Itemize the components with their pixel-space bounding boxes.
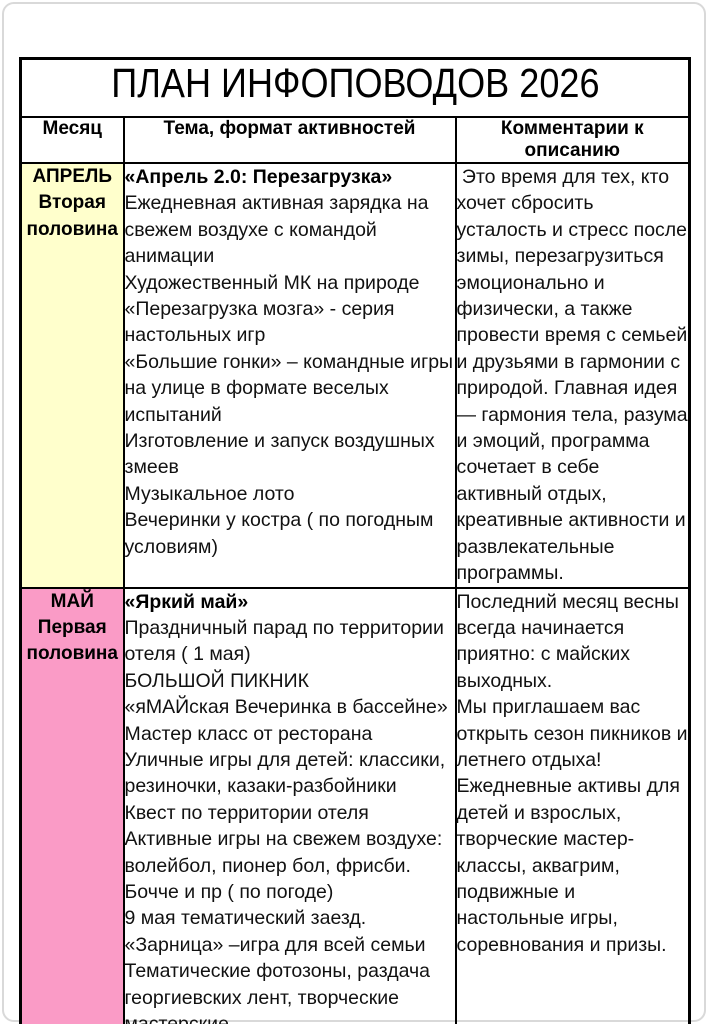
header-comments: Комментарии к описанию [454,116,691,164]
page-title: ПЛАН ИНФОПОВОДОВ 2026 [110,60,600,106]
header-month: Месяц [19,116,125,164]
activities-list-may: Праздничный парад по территории отеля ( … [124,616,448,1024]
comment-text-april: Это время для тех, кто хочет сбросить ус… [456,166,694,585]
month-cell-may: МАЙ Первая половина [19,586,125,1024]
theme-title-april: «Апрель 2.0: Перезагрузка» [124,166,393,188]
month-cell-april: АПРЕЛЬ Вторая половина [19,162,125,589]
header-row: Месяц Тема, формат активностей Комментар… [19,116,691,164]
table-row-may: МАЙ Первая половина «Яркий май» Празднич… [19,586,691,1024]
theme-cell-april: «Апрель 2.0: Перезагрузка» Ежедневная ак… [122,162,457,589]
comment-cell-april: Это время для тех, кто хочет сбросить ус… [454,162,694,589]
table-row-april: АПРЕЛЬ Вторая половина «Апрель 2.0: Пере… [19,162,694,589]
comment-text-may: Последний месяц весны всегда начинается … [456,590,688,956]
page-title-cell: ПЛАН ИНФОПОВОДОВ 2026 [19,57,691,118]
plan-table: ПЛАН ИНФОПОВОДОВ 2026 Месяц Тема, формат… [19,57,691,1024]
activities-list-april: Ежедневная активная зарядка на свежем во… [124,192,454,558]
comment-cell-may: Последний месяц весны всегда начинается … [454,586,691,1024]
title-row: ПЛАН ИНФОПОВОДОВ 2026 [19,57,691,118]
theme-title-may: «Яркий май» [124,590,249,613]
header-theme: Тема, формат активностей [122,116,457,164]
theme-cell-may: «Яркий май» Праздничный парад по террито… [122,586,457,1024]
